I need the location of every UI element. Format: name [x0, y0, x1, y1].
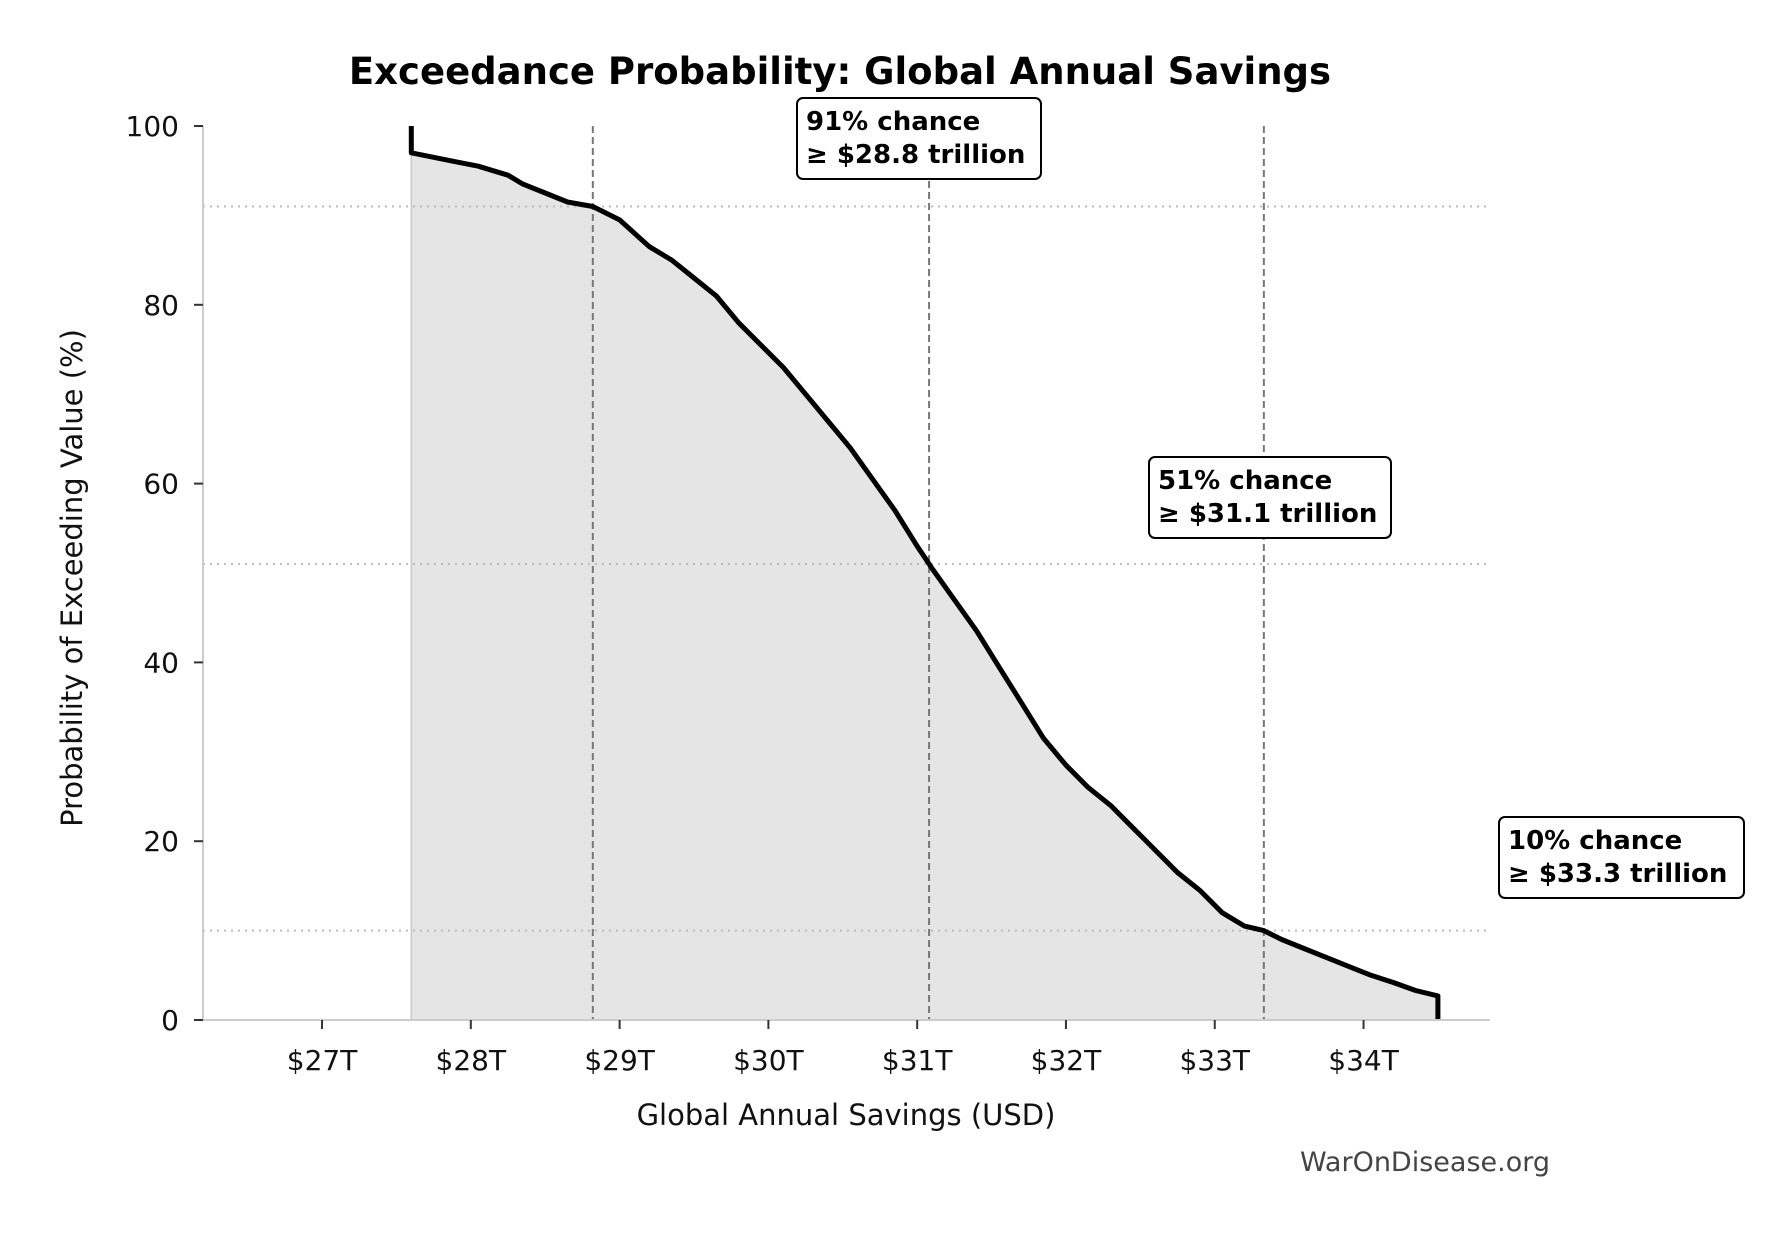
y-axis-label: Probability of Exceeding Value (%): [55, 329, 89, 827]
exceedance-curve: [408, 126, 1441, 1020]
exceedance-area-fill: [410, 125, 1439, 1021]
y-tick-label: 20: [143, 825, 179, 858]
x-tick-label: $29T: [584, 1044, 655, 1077]
annotation-box-frame: [796, 97, 1042, 180]
y-tick-label: 100: [126, 110, 179, 143]
annotation-line-1: 91% chance: [806, 107, 980, 137]
watermark: WarOnDisease.org: [1300, 1147, 1550, 1178]
annotation-box-3: 10% chance≥ $33.3 trillion: [1498, 816, 1745, 899]
axes: 0 20 40 60 80 100 $27T $28T $29T $30T $31T $32T $33…: [126, 110, 1490, 1077]
annotation-line-2: ≥ $33.3 trillion: [1508, 859, 1727, 889]
x-tick-label: $31T: [882, 1044, 953, 1077]
y-tick-label: 80: [143, 289, 179, 322]
x-tick-label: $33T: [1179, 1044, 1250, 1077]
y-tick-label: 40: [143, 646, 179, 679]
y-tick-label: 60: [143, 468, 179, 501]
annotation-line-1: 51% chance: [1158, 466, 1332, 496]
x-tick-label: $27T: [287, 1044, 358, 1077]
annotation-box-2: 51% chance≥ $31.1 trillion: [1148, 456, 1392, 539]
y-tick-label: 0: [161, 1004, 179, 1037]
x-axis-ticks: $27T $28T $29T $30T $31T $32T $33T $34T: [287, 1020, 1400, 1077]
x-axis-label: Global Annual Savings (USD): [637, 1098, 1056, 1132]
y-axis-ticks: 0 20 40 60 80 100: [126, 110, 203, 1037]
annotation-box-frame: [1148, 456, 1392, 539]
x-tick-label: $28T: [436, 1044, 507, 1077]
plot-area: [203, 125, 1490, 1021]
x-tick-label: $30T: [733, 1044, 804, 1077]
annotation-line-2: ≥ $28.8 trillion: [806, 140, 1025, 170]
vertical-reference-lines: [591, 126, 1265, 1020]
horizontal-reference-lines: [203, 205, 1490, 932]
x-tick-label: $34T: [1328, 1044, 1399, 1077]
chart-title: Exceedance Probability: Global Annual Sa…: [349, 50, 1331, 93]
annotation-box-frame: [1498, 816, 1745, 899]
x-tick-label: $32T: [1031, 1044, 1102, 1077]
annotation-line-1: 10% chance: [1508, 826, 1682, 856]
annotation-box-1: 91% chance≥ $28.8 trillion: [796, 97, 1042, 180]
annotation-line-2: ≥ $31.1 trillion: [1158, 499, 1377, 529]
